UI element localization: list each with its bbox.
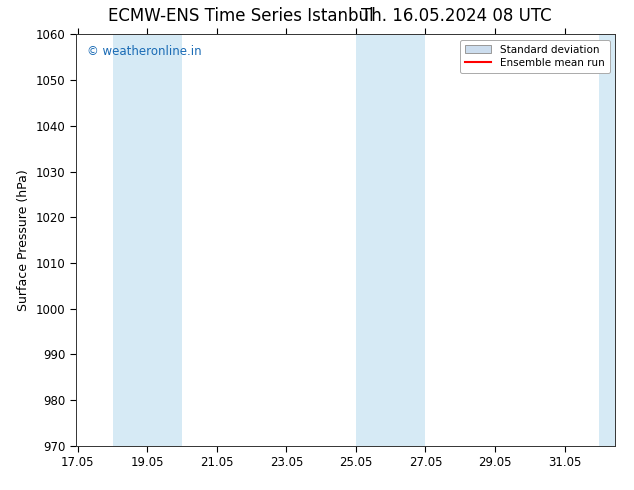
Text: ECMW-ENS Time Series Istanbul: ECMW-ENS Time Series Istanbul xyxy=(108,7,373,25)
Y-axis label: Surface Pressure (hPa): Surface Pressure (hPa) xyxy=(17,169,30,311)
Text: © weatheronline.in: © weatheronline.in xyxy=(87,45,202,58)
Bar xyxy=(113,34,182,446)
Text: Th. 16.05.2024 08 UTC: Th. 16.05.2024 08 UTC xyxy=(361,7,552,25)
Bar xyxy=(599,34,634,446)
Legend: Standard deviation, Ensemble mean run: Standard deviation, Ensemble mean run xyxy=(460,40,610,73)
Bar xyxy=(356,34,425,446)
